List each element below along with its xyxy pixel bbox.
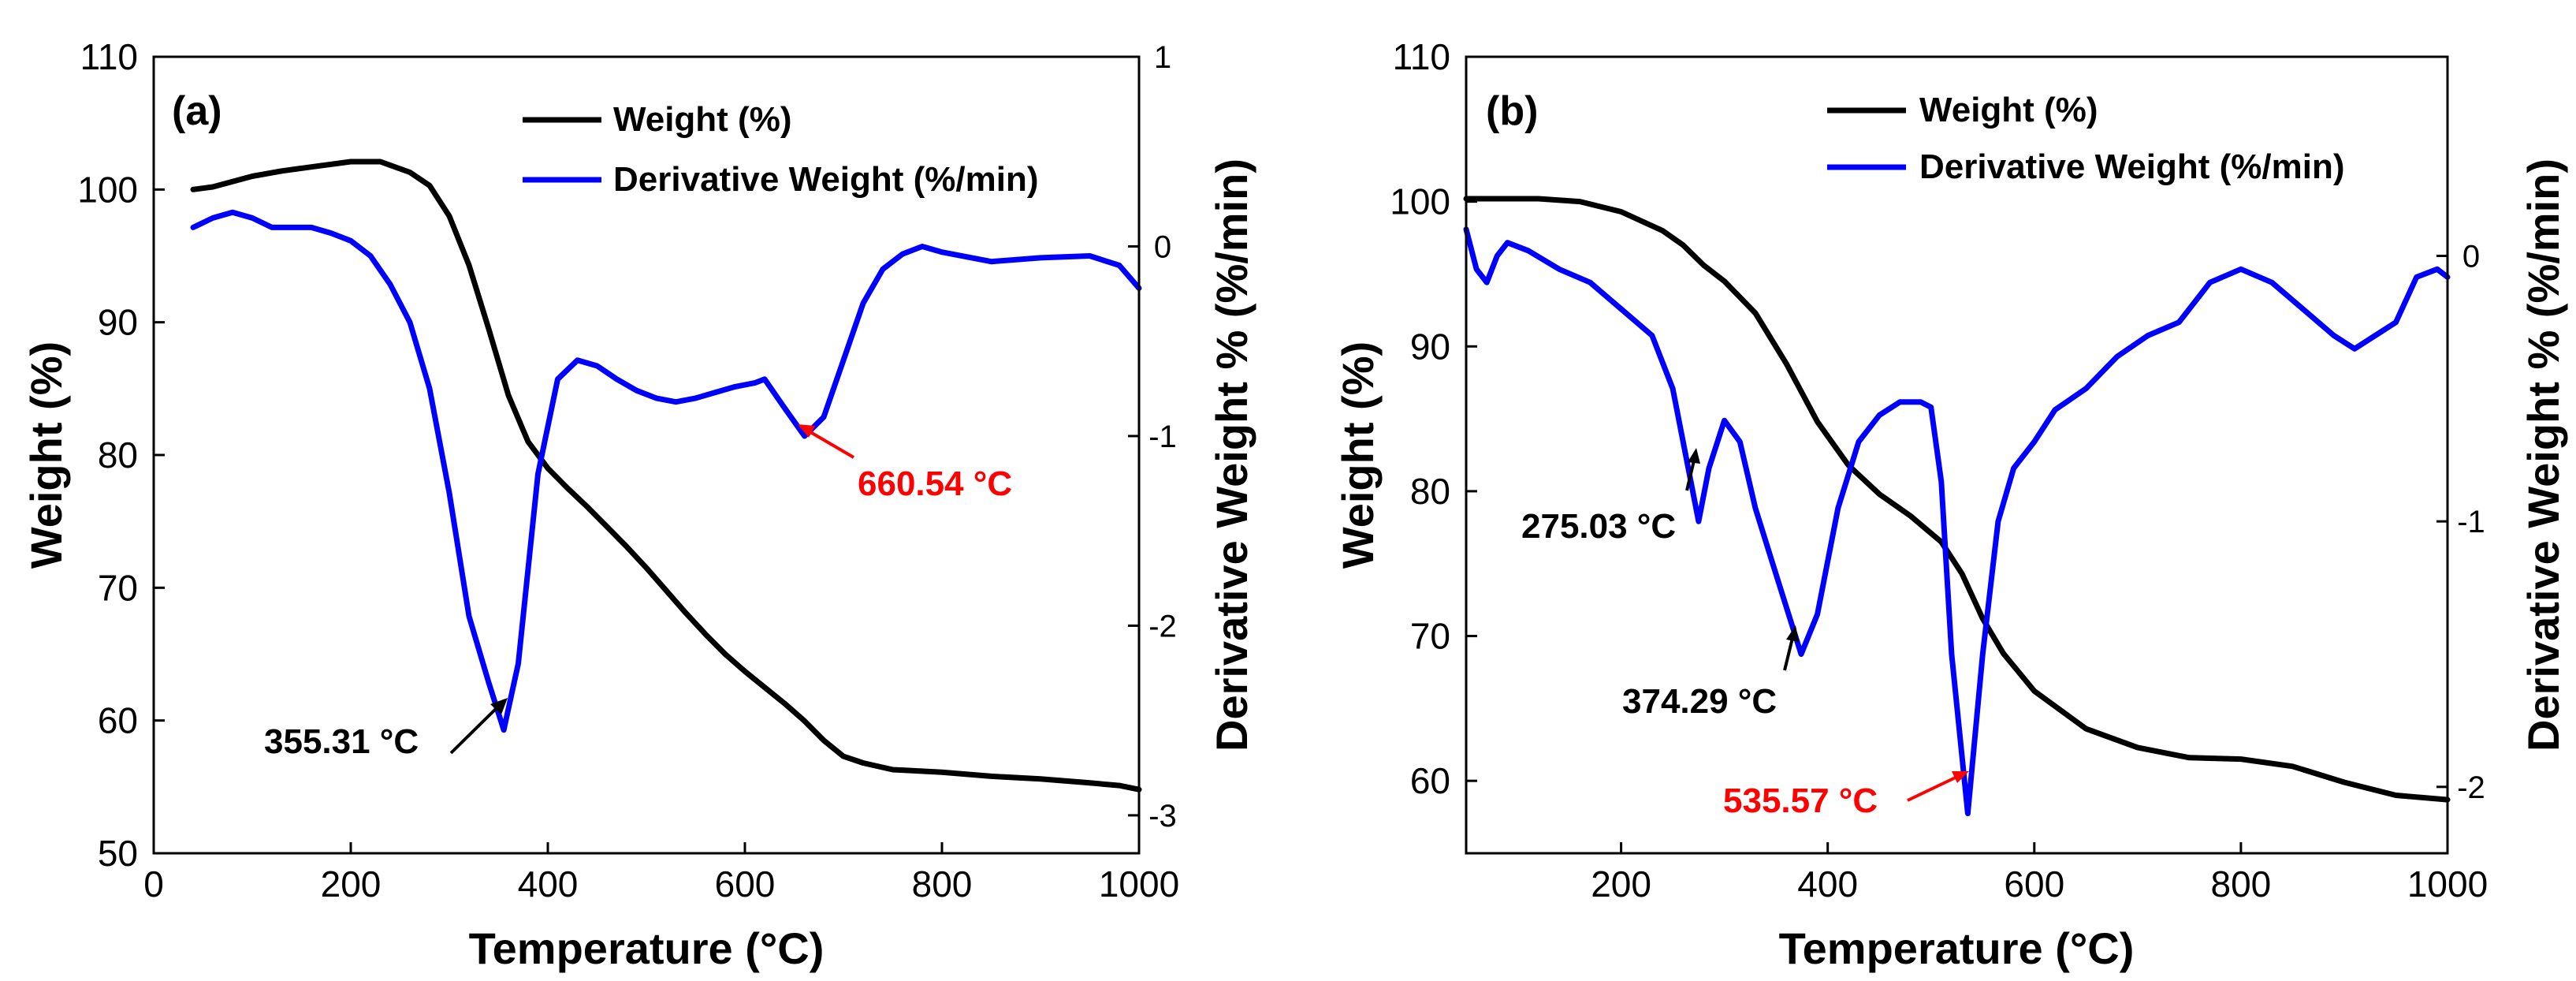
panel-a-x-tick-label: 600 [715, 864, 776, 905]
panel-b-legend-weight-label: Weight (%) [1919, 91, 2098, 129]
panel-a-legend: Weight (%) Derivative Weight (%/min) [523, 100, 1039, 199]
panel-b-arrow-275 [1685, 457, 1696, 491]
panel-b-legend: Weight (%) Derivative Weight (%/min) [1827, 91, 2345, 186]
panel-b-y2-tick-label: -2 [2457, 770, 2485, 805]
panel-a-y-tick-label: 110 [80, 36, 138, 77]
panel-a-arrowhead-355 [490, 698, 508, 714]
panel-a-x-axis-title: Temperature (°C) [469, 923, 825, 973]
panel-a-label: (a) [172, 88, 222, 134]
panel-b-weight-curve [1463, 196, 2451, 803]
panel-a-y-tick-label: 60 [98, 700, 138, 741]
panel-a-x-tick-label: 400 [518, 864, 579, 905]
panel-b-arrowhead-374 [1786, 625, 1799, 642]
panel-b-arrowhead-275 [1688, 448, 1700, 464]
panel-a-x-tick-label: 800 [912, 864, 973, 905]
panel-b-y-tick-label: 60 [1410, 760, 1450, 801]
panel-b-x-tick-label: 200 [1591, 864, 1651, 905]
panel-b-x-axis-title: Temperature (°C) [1779, 923, 2135, 973]
panel-b-label: (b) [1486, 88, 1538, 134]
panel-b-y-axis-title: Weight (%) [1333, 341, 1383, 569]
panel-b-arrow-535 [1907, 774, 1961, 802]
panel-b-annotation-275: 275.03 °C [1521, 507, 1676, 546]
panel-a-arrow-355 [449, 702, 503, 755]
panel-a-y2-tick-label: -1 [1148, 420, 1177, 454]
panel-a-annotation-355: 355.31 °C [264, 722, 419, 761]
panel-a-y2-tick-label: 0 [1154, 229, 1171, 264]
panel-b-y-tick-label: 100 [1390, 181, 1450, 222]
panel-a-weight-curve [190, 159, 1142, 793]
panel-b-arrowhead-535 [1952, 771, 1969, 783]
panel-b-annotation-374: 374.29 °C [1622, 682, 1777, 721]
panel-a-x-tick-label: 200 [321, 864, 382, 905]
panel-b-derivative-curve [1463, 226, 2451, 816]
panel-a-ticks: 0 200 400 600 800 1000 50 60 70 80 90 100 110 -3 -2 -1 0… [77, 36, 1179, 905]
panel-b-y2-axis-title: Derivative Weight % (%/min) [2518, 159, 2568, 752]
panel-a-plot-frame [152, 55, 1141, 855]
panel-a-y-tick-label: 50 [98, 833, 138, 874]
panel-a-annotation-arrows [449, 424, 855, 755]
panel-a-y2-axis-title: Derivative Weight % (%/min) [1207, 159, 1256, 752]
panel-b-y2-tick-label: 0 [2462, 240, 2480, 274]
panel-b-y2-tick-label: -1 [2457, 505, 2485, 539]
panel-a-legend-derivative-label: Derivative Weight (%/min) [613, 160, 1039, 199]
panel-a-x-tick-label: 0 [143, 864, 164, 905]
panel-b-y-tick-label: 110 [1393, 36, 1450, 77]
panel-b-y-tick-label: 90 [1410, 326, 1450, 367]
panel-a-y-tick-label: 70 [98, 567, 138, 608]
panel-a-y-tick-label: 90 [98, 302, 138, 343]
panel-b-x-tick-label: 1000 [2407, 864, 2488, 905]
panel-b-curves [1463, 196, 2451, 816]
panel-a-y2-tick-label: -3 [1148, 799, 1177, 834]
panel-a-y2-tick-label: 1 [1154, 40, 1171, 75]
panel-b-x-tick-label: 400 [1797, 864, 1858, 905]
panel-b-y-tick-label: 70 [1410, 616, 1450, 657]
panel-a-arrow-660 [805, 428, 855, 459]
panel-a-y-axis-title: Weight (%) [21, 341, 71, 569]
panel-b-arrow-374 [1783, 634, 1795, 671]
panel-b-ticks: 200 400 600 800 1000 60 70 80 90 100 110 -2 -1 0 [1390, 36, 2488, 905]
panel-a-y-tick-label: 100 [77, 169, 138, 210]
panel-a-y2-tick-label: -2 [1148, 609, 1177, 643]
panel-b-x-tick-label: 600 [2004, 864, 2064, 905]
panel-a-arrowhead-660 [798, 424, 815, 438]
panel-b-y-tick-label: 80 [1410, 471, 1450, 512]
panel-a-x-tick-label: 1000 [1099, 864, 1179, 905]
panel-b-x-tick-label: 800 [2211, 864, 2272, 905]
panel-b-plot-frame [1465, 55, 2449, 855]
panel-b-annotation-arrows [1685, 448, 1969, 802]
panel-a: 0 200 400 600 800 1000 50 60 70 80 90 100 110 -3 -2 -1 0… [21, 36, 1256, 973]
panel-b-annotation-535: 535.57 °C [1723, 781, 1878, 820]
panel-b-legend-derivative-label: Derivative Weight (%/min) [1919, 147, 2345, 186]
panel-a-annotation-660: 660.54 °C [858, 464, 1012, 503]
panel-b: 200 400 600 800 1000 60 70 80 90 100 110 -2 -1 0 275.… [1333, 36, 2568, 973]
panel-a-curves [190, 159, 1142, 793]
panel-a-legend-weight-label: Weight (%) [613, 100, 792, 139]
panel-a-y-tick-label: 80 [98, 435, 138, 476]
panel-a-derivative-curve [190, 209, 1142, 733]
